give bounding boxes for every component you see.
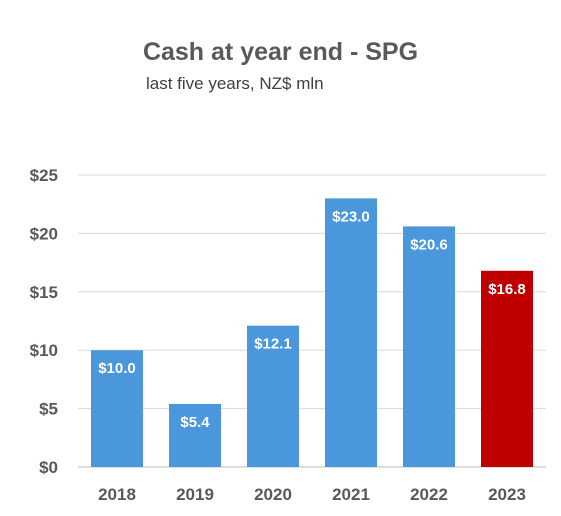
data-label: $23.0 [332, 208, 370, 225]
bar-2021 [325, 198, 377, 468]
y-tick-label: $20 [30, 224, 58, 243]
y-tick-label: $10 [30, 341, 58, 360]
bar-2018 [91, 350, 143, 467]
bar-2022 [403, 226, 455, 467]
x-tick-label: 2020 [254, 485, 292, 504]
bar-2023 [481, 270, 533, 467]
x-tick-label: 2018 [98, 485, 136, 504]
x-axis: 2018 2019 2020 2021 2022 2023 [98, 485, 526, 504]
y-axis: $0 $5 $10 $15 $20 $25 [30, 166, 58, 477]
x-tick-label: 2023 [488, 485, 526, 504]
y-tick-label: $15 [30, 283, 58, 302]
chart-title: Cash at year end - SPG [142, 38, 419, 66]
y-tick-label: $25 [30, 166, 58, 185]
y-tick-label: $0 [39, 458, 58, 477]
data-label: $16.8 [488, 281, 526, 298]
chart-subtitle: last five years, NZ$ mln [146, 74, 324, 93]
bar-2019 [169, 403, 221, 467]
data-label: $10.0 [98, 360, 136, 377]
x-tick-label: 2021 [332, 485, 370, 504]
gridlines [78, 174, 546, 468]
data-label: $20.6 [410, 236, 448, 253]
x-tick-label: 2019 [176, 485, 214, 504]
bars: $10.0 $5.4 $12.1 $23.0 $20.6 $16.8 [91, 198, 533, 468]
bar-2020 [247, 325, 299, 467]
data-label: $5.4 [180, 414, 210, 431]
y-tick-label: $5 [39, 400, 58, 419]
x-tick-label: 2022 [410, 485, 448, 504]
data-label: $12.1 [254, 336, 292, 353]
